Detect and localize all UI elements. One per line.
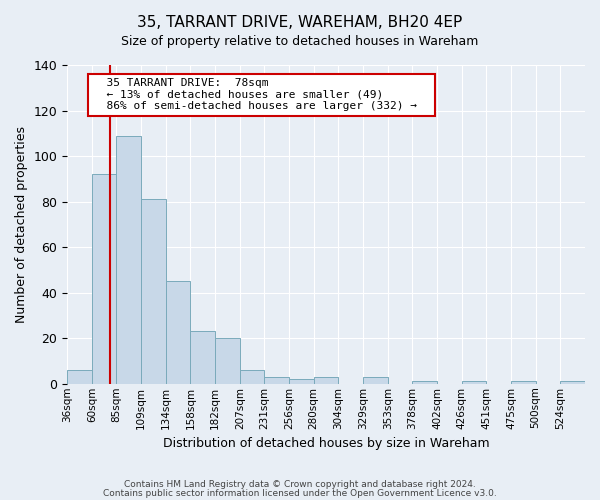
Bar [166, 282, 190, 384]
Bar [116, 136, 141, 384]
Text: 35 TARRANT DRIVE:  78sqm  
  ← 13% of detached houses are smaller (49)  
  86% o: 35 TARRANT DRIVE: 78sqm ← 13% of detache… [93, 78, 430, 111]
Bar [240, 370, 265, 384]
Bar [314, 377, 338, 384]
Bar [511, 382, 536, 384]
Text: Contains public sector information licensed under the Open Government Licence v3: Contains public sector information licen… [103, 488, 497, 498]
Bar [363, 377, 388, 384]
X-axis label: Distribution of detached houses by size in Wareham: Distribution of detached houses by size … [163, 437, 490, 450]
Text: Contains HM Land Registry data © Crown copyright and database right 2024.: Contains HM Land Registry data © Crown c… [124, 480, 476, 489]
Bar [265, 377, 289, 384]
Bar [141, 200, 166, 384]
Bar [190, 332, 215, 384]
Text: 35, TARRANT DRIVE, WAREHAM, BH20 4EP: 35, TARRANT DRIVE, WAREHAM, BH20 4EP [137, 15, 463, 30]
Bar [560, 382, 585, 384]
Bar [289, 379, 314, 384]
Y-axis label: Number of detached properties: Number of detached properties [15, 126, 28, 323]
Text: Size of property relative to detached houses in Wareham: Size of property relative to detached ho… [121, 35, 479, 48]
Bar [462, 382, 487, 384]
Bar [67, 370, 92, 384]
Bar [92, 174, 116, 384]
Bar [412, 382, 437, 384]
Bar [215, 338, 240, 384]
